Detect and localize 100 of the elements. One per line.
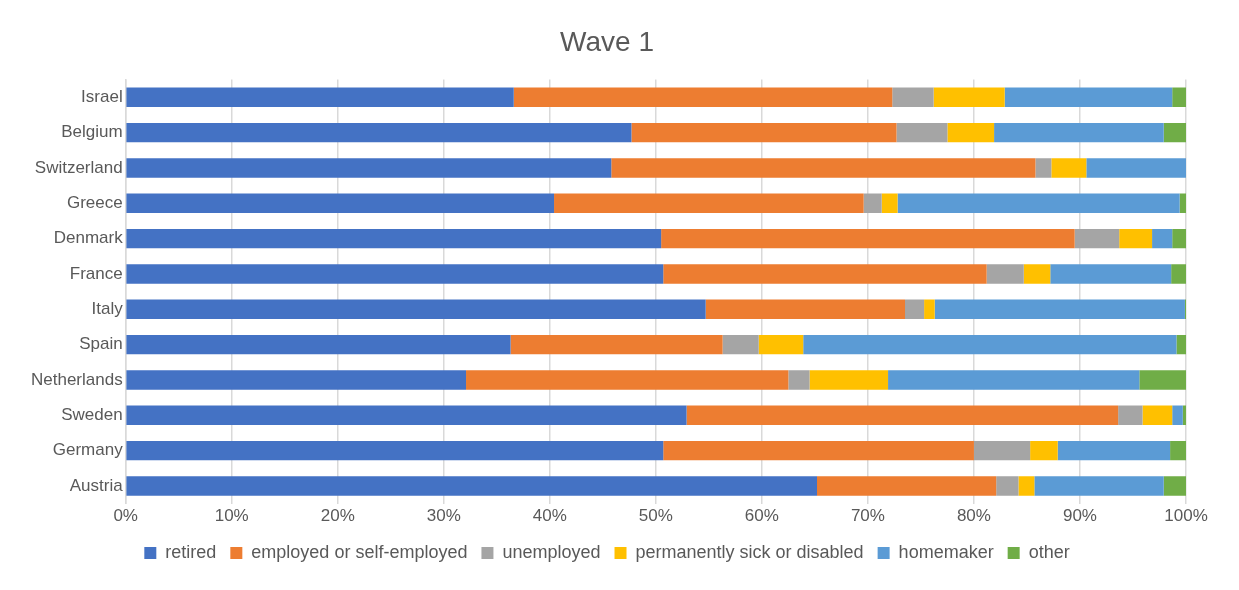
bar [1170, 440, 1186, 461]
bar [758, 334, 804, 355]
bar [554, 193, 864, 213]
bar [1051, 158, 1087, 178]
bar [1142, 405, 1173, 425]
bar [817, 476, 997, 496]
y-tick-label: Switzerland [34, 157, 123, 177]
bar [1034, 476, 1164, 496]
bar [705, 299, 906, 319]
bar [803, 334, 1177, 355]
bar [1172, 228, 1186, 249]
y-tick-label: Belgium [61, 122, 123, 142]
bar [126, 334, 511, 355]
legend-label: retired [165, 541, 217, 562]
bar [934, 299, 1185, 319]
bar [1179, 193, 1186, 213]
bar [661, 228, 1075, 249]
bar [933, 87, 1005, 107]
y-tick-label: Sweden [61, 404, 123, 424]
bar [513, 87, 893, 107]
bar [888, 370, 1140, 390]
bar [896, 122, 948, 143]
bar [881, 193, 898, 213]
bar [973, 440, 1031, 461]
bar [126, 122, 632, 143]
chart-title: Wave 1 [560, 25, 654, 57]
bar [126, 87, 514, 107]
y-tick-label: Greece [66, 192, 123, 212]
bar [809, 370, 889, 390]
legend-label: homemaker [898, 541, 994, 562]
y-tick-label: Spain [79, 334, 123, 354]
bar [1057, 440, 1171, 461]
x-tick-label: 60% [744, 506, 779, 526]
bar [1119, 228, 1153, 249]
y-tick-label: Netherlands [30, 369, 123, 389]
y-tick-label: France [69, 263, 123, 283]
bar [686, 405, 1119, 425]
bar [466, 370, 789, 390]
bar [126, 370, 467, 390]
bar [1086, 158, 1186, 178]
x-tick-label: 40% [532, 506, 567, 526]
bar [126, 405, 687, 425]
bar [1050, 264, 1172, 284]
x-tick-label: 10% [214, 506, 249, 526]
bar [996, 476, 1019, 496]
bar [1030, 440, 1058, 461]
bar [126, 440, 664, 461]
bar [1182, 405, 1186, 425]
x-tick-label: 30% [426, 506, 461, 526]
legend-label: unemployed [502, 541, 601, 562]
x-tick-label: 70% [850, 506, 885, 526]
bar [994, 122, 1164, 143]
bar [126, 476, 817, 496]
bar [892, 87, 934, 107]
bar [1118, 405, 1143, 425]
bar [126, 228, 662, 249]
bar [631, 122, 897, 143]
bar [863, 193, 882, 213]
bar [1018, 476, 1035, 496]
x-tick-label: 90% [1062, 506, 1097, 526]
bar [1163, 476, 1186, 496]
bar [905, 299, 925, 319]
x-tick-label: 80% [956, 506, 991, 526]
bar [986, 264, 1024, 284]
bar [663, 440, 974, 461]
bar [1171, 264, 1186, 284]
bar [1152, 228, 1173, 249]
x-tick-label: 50% [638, 506, 673, 526]
y-tick-label: Italy [91, 298, 124, 318]
legend-label: employed or self-employed [251, 541, 468, 562]
x-tick-label: 100% [1164, 506, 1208, 526]
bar [126, 264, 664, 284]
legend-label: permanently sick or disabled [635, 541, 864, 562]
bar [722, 334, 759, 355]
bar [1139, 370, 1186, 390]
bar [1172, 405, 1183, 425]
y-tick-label: Israel [81, 86, 123, 106]
bar [126, 158, 612, 178]
y-tick-label: Austria [69, 475, 124, 495]
y-tick-label: Germany [52, 440, 124, 460]
bar [788, 370, 810, 390]
bar [1163, 122, 1186, 143]
bar [1176, 334, 1186, 355]
x-tick-label: 20% [320, 506, 355, 526]
bar [1035, 158, 1052, 178]
bar [611, 158, 1036, 178]
bar [1004, 87, 1173, 107]
bar [924, 299, 935, 319]
legend-label: other [1028, 541, 1070, 562]
y-tick-label: Denmark [53, 228, 124, 248]
x-tick-label: 0% [113, 506, 138, 526]
bar [126, 193, 555, 213]
bar [1023, 264, 1051, 284]
bar [663, 264, 987, 284]
bar [126, 299, 706, 319]
bar [947, 122, 995, 143]
bar [510, 334, 723, 355]
bar [1172, 87, 1186, 107]
bar [897, 193, 1180, 213]
bar [1074, 228, 1120, 249]
